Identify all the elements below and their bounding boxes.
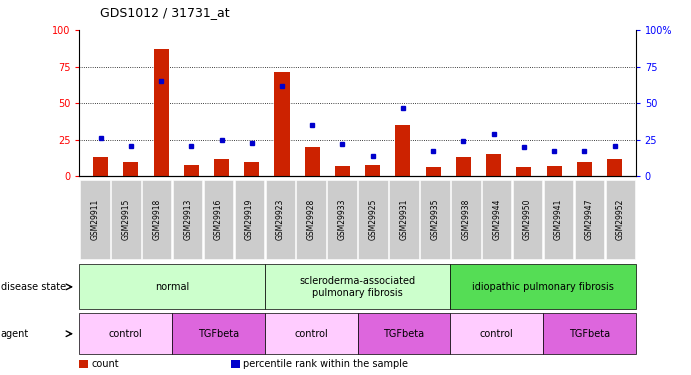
Bar [395,125,410,176]
Bar [456,157,471,176]
Text: GSM29947: GSM29947 [585,199,594,240]
Bar [214,159,229,176]
Text: control: control [294,329,328,339]
Text: normal: normal [155,282,189,292]
Text: percentile rank within the sample: percentile rank within the sample [243,359,408,369]
Text: TGFbeta: TGFbeta [569,329,610,339]
Bar [123,162,138,176]
Text: GSM29941: GSM29941 [554,199,563,240]
Bar [153,49,169,176]
Text: GSM29933: GSM29933 [338,199,347,240]
Text: agent: agent [1,329,29,339]
Bar [607,159,622,176]
Bar [426,168,441,176]
Bar [335,166,350,176]
Text: GSM29919: GSM29919 [245,199,254,240]
Text: GSM29923: GSM29923 [276,199,285,240]
Text: count: count [91,359,119,369]
Text: GDS1012 / 31731_at: GDS1012 / 31731_at [100,6,230,19]
Text: disease state: disease state [1,282,66,292]
Text: control: control [480,329,513,339]
Text: GSM29944: GSM29944 [492,199,501,240]
Text: GSM29938: GSM29938 [462,199,471,240]
Bar [516,168,531,176]
Bar [486,154,501,176]
Text: GSM29913: GSM29913 [183,199,192,240]
Bar [305,147,320,176]
Text: GSM29928: GSM29928 [307,199,316,240]
Text: GSM29916: GSM29916 [214,199,223,240]
Text: GSM29915: GSM29915 [122,199,131,240]
Text: scleroderma-associated
pulmonary fibrosis: scleroderma-associated pulmonary fibrosi… [299,276,416,298]
Text: GSM29952: GSM29952 [616,199,625,240]
Text: GSM29918: GSM29918 [152,199,161,240]
Text: idiopathic pulmonary fibrosis: idiopathic pulmonary fibrosis [472,282,614,292]
Text: GSM29911: GSM29911 [91,199,100,240]
Bar [577,162,592,176]
Text: control: control [109,329,143,339]
Text: TGFbeta: TGFbeta [384,329,424,339]
Bar [184,165,199,176]
Bar [93,157,108,176]
Bar [274,72,290,176]
Bar [547,166,562,176]
Bar [365,165,380,176]
Text: GSM29950: GSM29950 [523,199,532,240]
Bar [244,162,259,176]
Text: GSM29931: GSM29931 [399,199,408,240]
Text: GSM29935: GSM29935 [430,199,439,240]
Text: TGFbeta: TGFbeta [198,329,239,339]
Text: GSM29925: GSM29925 [368,199,377,240]
